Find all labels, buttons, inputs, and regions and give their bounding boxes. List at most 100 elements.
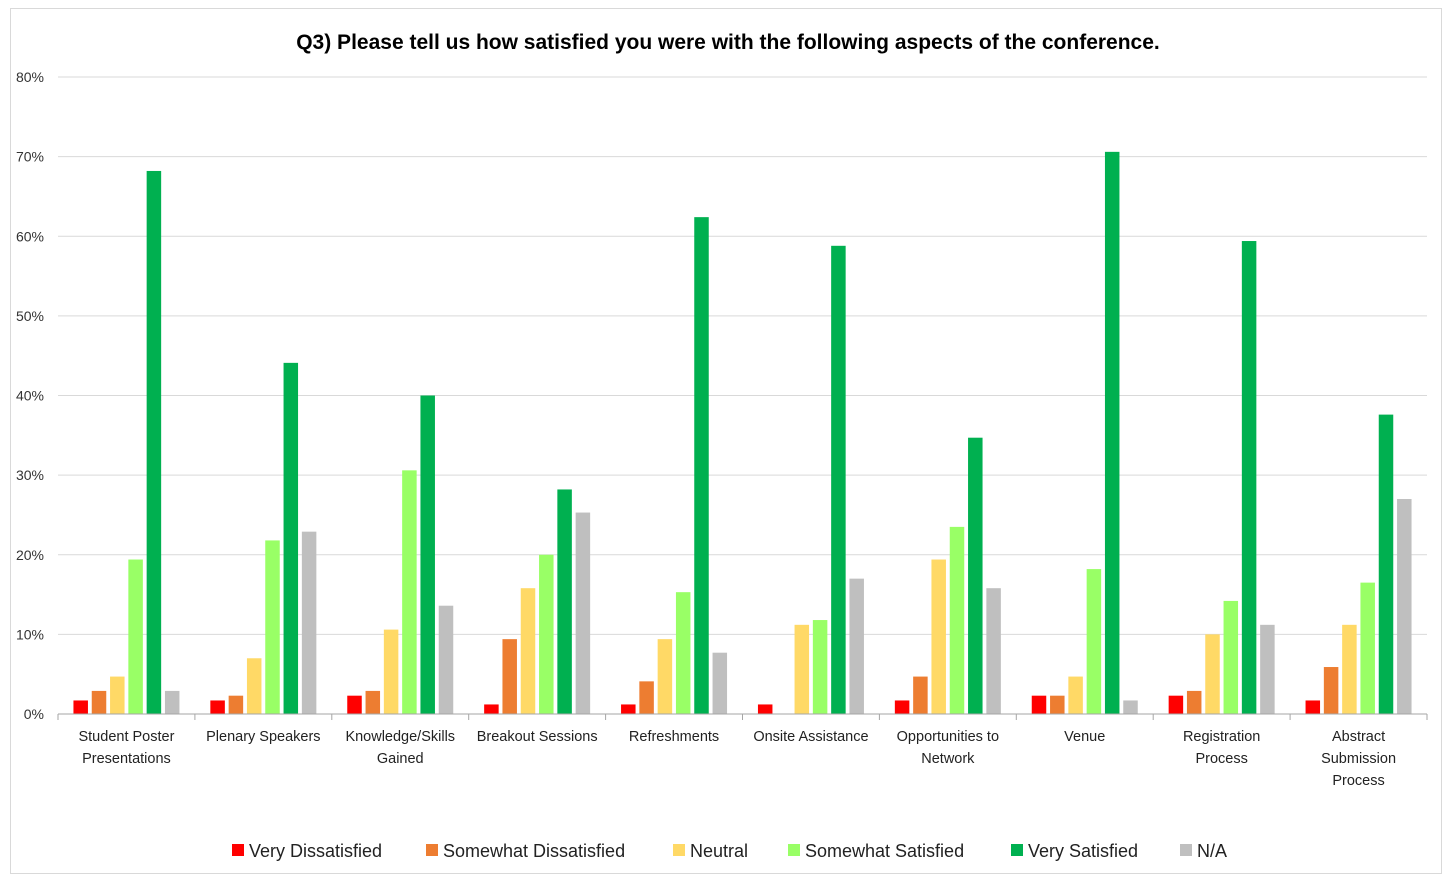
y-tick-label: 20%	[16, 547, 44, 563]
chart-title: Q3) Please tell us how satisfied you wer…	[296, 31, 1160, 54]
legend-swatch	[232, 844, 244, 856]
bar-n-a	[1123, 700, 1138, 714]
bar-n-a	[164, 690, 180, 714]
bar-very-dissatisfied	[347, 695, 362, 714]
chart-frame	[10, 8, 1442, 874]
bar-somewhat-dissatisfied	[365, 690, 381, 714]
legend-swatch	[788, 844, 800, 856]
bar-somewhat-dissatisfied	[228, 695, 244, 714]
y-tick-label: 0%	[24, 706, 44, 722]
bar-very-dissatisfied	[1031, 695, 1047, 714]
legend-label: N/A	[1197, 841, 1227, 861]
category-label: Submission	[1321, 751, 1396, 767]
legend: Very Dissatisfied Somewhat Dissatisfied Ne…	[232, 841, 1227, 861]
y-tick-label: 60%	[16, 228, 44, 244]
category-label: Plenary Speakers	[206, 729, 320, 745]
bar-very-satisfied	[694, 217, 709, 714]
bar-neutral	[110, 676, 125, 714]
bar-very-satisfied	[420, 395, 435, 714]
category-label: Opportunities to	[897, 729, 999, 745]
bar-very-dissatisfied	[1168, 695, 1184, 714]
bar-very-dissatisfied	[894, 700, 910, 714]
category-label: Process	[1332, 773, 1384, 789]
bar-neutral	[931, 559, 946, 714]
category-label: Onsite Assistance	[753, 729, 868, 745]
bar-n-a	[986, 588, 1001, 714]
bar-neutral	[1068, 676, 1083, 714]
bar-somewhat-satisfied	[812, 620, 828, 714]
legend-label: Somewhat Dissatisfied	[443, 841, 625, 861]
category-label: Registration	[1183, 729, 1260, 745]
bar-neutral	[520, 588, 536, 714]
bar-very-satisfied	[831, 245, 846, 714]
bar-neutral	[383, 629, 399, 714]
bar-somewhat-satisfied	[1086, 569, 1102, 714]
bar-very-satisfied	[1378, 414, 1394, 714]
bars	[73, 151, 1412, 714]
category-label: Refreshments	[629, 729, 719, 745]
bar-somewhat-satisfied	[1360, 582, 1375, 714]
bar-n-a	[575, 512, 591, 714]
x-axis	[57, 713, 1428, 720]
category-label: Venue	[1064, 729, 1105, 745]
bar-somewhat-dissatisfied	[502, 639, 517, 714]
legend-swatch	[426, 844, 438, 856]
gridlines	[58, 76, 1427, 635]
category-label: Breakout Sessions	[477, 729, 598, 745]
category-label: Presentations	[82, 751, 171, 767]
bar-n-a	[438, 605, 454, 714]
bar-somewhat-satisfied	[128, 559, 143, 714]
bar-very-dissatisfied	[73, 700, 88, 714]
legend-swatch	[673, 844, 685, 856]
y-tick-label: 10%	[16, 626, 44, 642]
bar-somewhat-dissatisfied	[1050, 695, 1065, 714]
category-label: Abstract	[1332, 729, 1385, 745]
bar-somewhat-satisfied	[675, 592, 691, 714]
legend-swatch	[1011, 844, 1023, 856]
bar-somewhat-satisfied	[949, 526, 965, 714]
legend-swatch	[1180, 844, 1192, 856]
y-tick-label: 70%	[16, 149, 44, 165]
bar-n-a	[712, 652, 728, 714]
legend-label: Very Dissatisfied	[249, 841, 382, 861]
bar-very-satisfied	[1241, 241, 1257, 714]
legend-label: Neutral	[690, 841, 748, 861]
bar-neutral	[1342, 624, 1357, 714]
bar-very-satisfied	[1104, 151, 1120, 714]
category-label: Process	[1195, 751, 1247, 767]
bar-n-a	[849, 578, 864, 714]
bar-very-satisfied	[968, 437, 983, 714]
bar-very-dissatisfied	[1305, 700, 1321, 714]
bar-very-satisfied	[283, 362, 299, 714]
bar-very-dissatisfied	[484, 704, 499, 714]
legend-label: Very Satisfied	[1028, 841, 1138, 861]
bar-n-a	[301, 531, 317, 714]
bar-very-satisfied	[557, 489, 572, 714]
bar-somewhat-satisfied	[265, 540, 280, 714]
category-label: Gained	[377, 751, 424, 767]
bar-somewhat-satisfied	[402, 470, 417, 714]
category-label: Student Poster	[78, 729, 174, 745]
bar-neutral	[1205, 634, 1220, 714]
bar-neutral	[794, 624, 810, 714]
category-label: Network	[921, 751, 975, 767]
bar-very-dissatisfied	[757, 704, 773, 714]
bar-very-satisfied	[146, 170, 162, 714]
bar-somewhat-satisfied	[1223, 600, 1239, 714]
category-label: Knowledge/Skills	[345, 729, 455, 745]
bar-somewhat-dissatisfied	[639, 681, 654, 714]
category-labels: Student Poster Presentations Plenary Speak…	[78, 729, 1396, 789]
bar-neutral	[246, 658, 262, 714]
bar-somewhat-dissatisfied	[1323, 667, 1339, 714]
y-tick-label: 80%	[16, 69, 44, 85]
bar-somewhat-dissatisfied	[913, 676, 928, 714]
y-axis-ticks: 0% 10% 20% 30% 40% 50% 60% 70% 80%	[16, 69, 44, 722]
bar-n-a	[1260, 624, 1275, 714]
y-tick-label: 40%	[16, 388, 44, 404]
y-tick-label: 30%	[16, 467, 44, 483]
bar-very-dissatisfied	[621, 704, 636, 714]
bar-very-dissatisfied	[210, 700, 225, 714]
legend-label: Somewhat Satisfied	[805, 841, 964, 861]
bar-somewhat-dissatisfied	[1186, 690, 1202, 714]
